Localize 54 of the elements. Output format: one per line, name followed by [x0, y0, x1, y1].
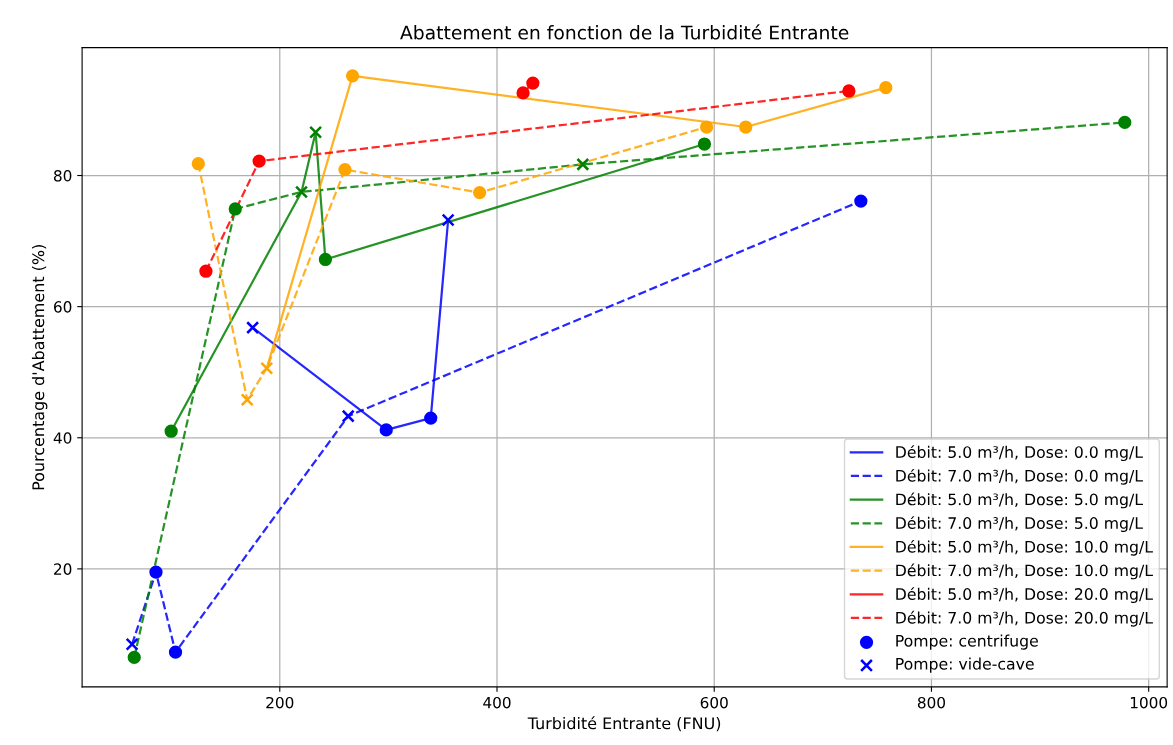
point: [697, 137, 712, 151]
y-tick-label: 40: [53, 432, 72, 444]
point: [379, 423, 393, 437]
point: [879, 81, 893, 95]
point: [341, 409, 355, 423]
point: [338, 162, 352, 177]
point: [199, 264, 213, 278]
point: [854, 194, 868, 208]
point: [164, 424, 178, 438]
point: [473, 185, 487, 200]
point: [576, 157, 590, 172]
legend-label: Pompe: centrifuge: [896, 634, 1038, 650]
point: [252, 154, 266, 168]
legend-label: Débit: 7.0 m³/h, Dose: 0.0 mg/L: [896, 468, 1143, 485]
legend-label: Débit: 5.0 m³/h, Dose: 5.0 mg/L: [896, 492, 1143, 509]
x-tick-label: 200: [266, 696, 294, 709]
point: [441, 213, 455, 227]
chart-title: Abattement en fonction de la Turbidité Entrante: [400, 24, 849, 40]
y-tick-label: 60: [54, 301, 72, 313]
legend-label: Pompe: vide-cave: [896, 657, 1034, 673]
x-tick-label: 1000: [1130, 696, 1168, 709]
point: [526, 76, 540, 90]
legend-label: Débit: 7.0 m³/h, Dose: 10.0 mg/L: [896, 563, 1153, 580]
legend-label: Débit: 7.0 m³/h, Dose: 20.0 mg/L: [896, 610, 1153, 627]
legend-label: Débit: 5.0 m³/h, Dose: 10.0 mg/L: [896, 539, 1153, 556]
legend-label: Débit: 5.0 m³/h, Dose: 20.0 mg/L: [896, 587, 1153, 604]
point: [345, 69, 360, 83]
point: [125, 637, 139, 651]
point: [699, 120, 714, 134]
x-tick-label: 800: [917, 696, 946, 709]
x-axis-title: Turbidité Entrante (FNU): [527, 716, 721, 732]
point: [294, 185, 309, 199]
legend-label: Débit: 7.0 m³/h, Dose: 5.0 mg/L: [896, 516, 1143, 533]
point: [149, 565, 163, 579]
point: [260, 361, 274, 375]
point: [246, 320, 260, 335]
point: [1118, 115, 1132, 130]
point: [228, 202, 242, 216]
point: [516, 86, 530, 100]
y-tick-label: 80: [53, 169, 72, 182]
point: [739, 120, 753, 134]
point: [308, 125, 323, 139]
y-axis-title: Pourcentage d'Abattement (%): [31, 245, 48, 490]
x-tick-label: 600: [700, 696, 728, 709]
point: [127, 650, 141, 665]
point: [842, 84, 856, 98]
point: [168, 645, 183, 659]
y-tick-label: 20: [54, 563, 72, 575]
point: [240, 393, 254, 407]
x-tick-label: 400: [483, 696, 511, 709]
point: [424, 411, 438, 425]
point: [191, 157, 205, 171]
point: [318, 252, 333, 267]
legend-label: Débit: 5.0 m³/h, Dose: 0.0 mg/L: [896, 445, 1143, 462]
